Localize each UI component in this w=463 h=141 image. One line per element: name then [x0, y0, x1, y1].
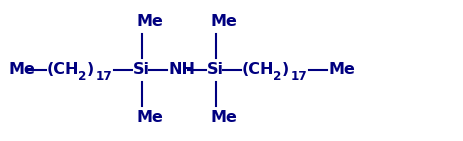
Text: Si: Si: [133, 62, 150, 78]
Text: (CH: (CH: [242, 62, 275, 78]
Text: ): ): [87, 62, 94, 78]
Text: Me: Me: [8, 62, 35, 78]
Text: Me: Me: [328, 62, 355, 78]
Text: ): ): [282, 62, 289, 78]
Text: Me: Me: [210, 111, 237, 125]
Text: 17: 17: [291, 70, 308, 82]
Text: Me: Me: [136, 15, 163, 29]
Text: 2: 2: [273, 70, 282, 82]
Text: NH: NH: [168, 62, 195, 78]
Text: Me: Me: [136, 111, 163, 125]
Text: 2: 2: [78, 70, 87, 82]
Text: Me: Me: [210, 15, 237, 29]
Text: Si: Si: [207, 62, 224, 78]
Text: 17: 17: [96, 70, 113, 82]
Text: (CH: (CH: [47, 62, 80, 78]
